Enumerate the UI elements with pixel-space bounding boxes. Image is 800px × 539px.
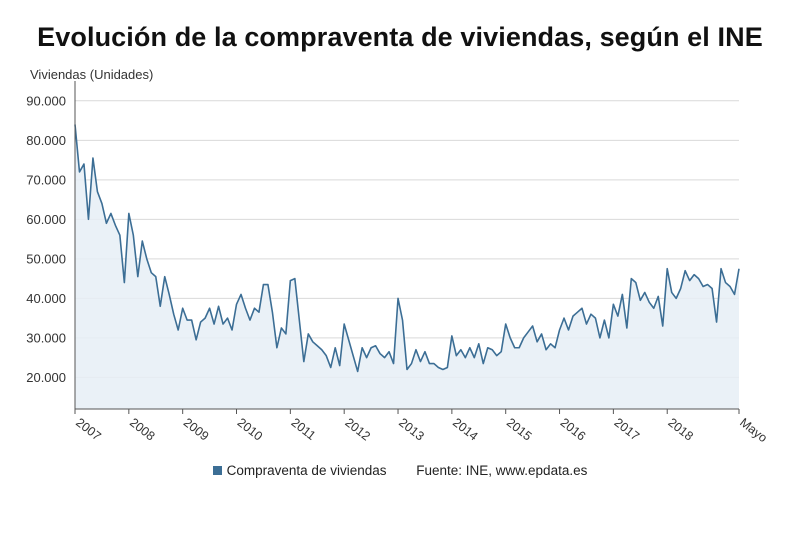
y-tick-label: 40.000 — [26, 291, 66, 306]
x-tick-label: 2018 — [665, 415, 696, 443]
x-tick-label: 2008 — [127, 415, 158, 443]
chart-title: Evolución de la compraventa de viviendas… — [37, 22, 763, 52]
x-tick-label: 2016 — [558, 415, 589, 443]
legend: Compraventa de viviendas Fuente: INE, ww… — [0, 463, 800, 478]
series-fill — [75, 124, 739, 409]
x-tick-label: 2012 — [342, 415, 373, 443]
y-tick-label: 20.000 — [26, 370, 66, 385]
y-axis-label: Viviendas (Unidades) — [30, 67, 154, 82]
series-area — [74, 124, 740, 409]
series-line — [74, 124, 740, 373]
legend-swatch — [212, 465, 222, 475]
axes — [74, 81, 739, 410]
y-tick-label: 60.000 — [26, 212, 66, 227]
y-tick-labels: 20.000 30.000 40.000 50.000 60.000 70.000 80.0… — [26, 93, 66, 385]
y-tick-label: 30.000 — [26, 330, 66, 345]
x-tick-label: Mayo — [737, 415, 770, 445]
legend-item[interactable]: Compraventa de viviendas — [212, 463, 387, 478]
x-tick-label: 2017 — [612, 415, 643, 443]
y-tick-label: 80.000 — [26, 133, 66, 148]
x-tick-label: 2007 — [73, 415, 104, 443]
x-tick-label: 2013 — [396, 415, 427, 443]
x-tick-label: 2010 — [235, 415, 266, 443]
y-tick-label: 50.000 — [26, 251, 66, 266]
x-tick-label: 2011 — [289, 415, 319, 443]
y-tick-label: 70.000 — [26, 172, 66, 187]
x-tick-label: 2015 — [504, 415, 535, 443]
x-tick-label: 2009 — [181, 415, 212, 443]
x-tick-labels: 2007 2008 2009 2010 2011 2012 2013 2014 2015 2016… — [73, 409, 770, 445]
legend-label: Compraventa de viviendas — [226, 463, 387, 478]
source-text: Fuente: INE, www.epdata.es — [416, 463, 588, 478]
y-tick-label: 90.000 — [26, 93, 66, 108]
x-tick-label: 2014 — [450, 415, 481, 443]
